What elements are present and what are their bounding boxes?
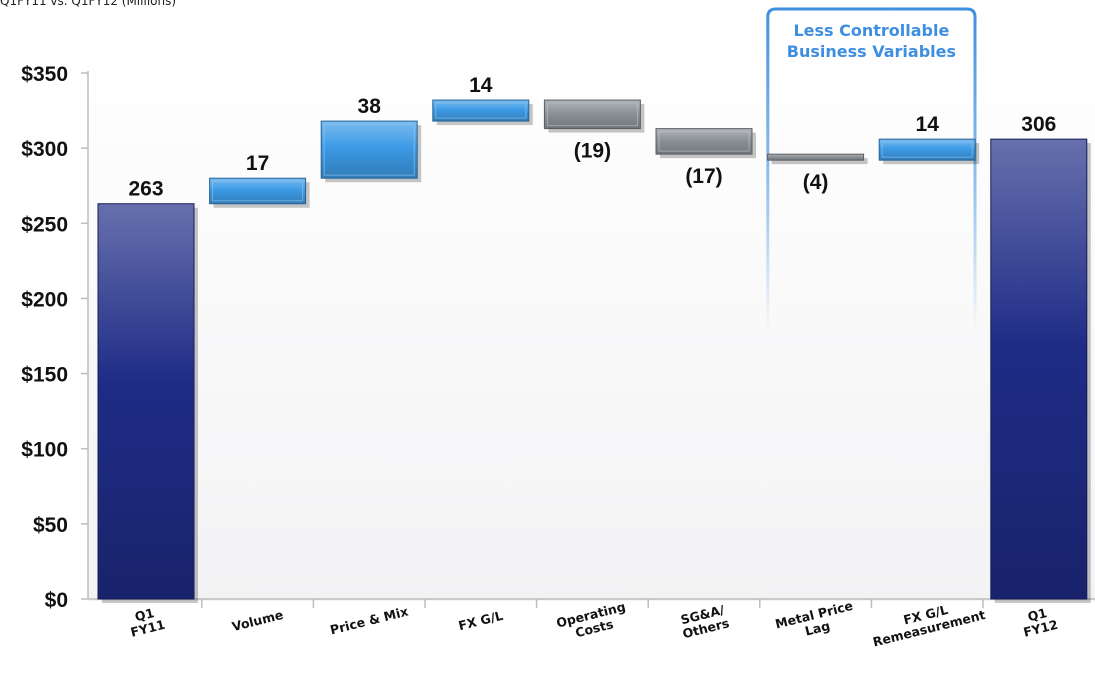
category-label-7: FX G/LRemeasurement	[868, 593, 987, 649]
bar-body	[320, 120, 418, 179]
bar-4	[543, 99, 645, 133]
annotation-text-line: Less Controllable	[793, 21, 949, 40]
y-tick-label: $0	[45, 589, 68, 612]
y-tick-label: $100	[21, 439, 68, 462]
data-label-1: 17	[246, 152, 269, 175]
bar-body	[209, 177, 307, 205]
y-tick-label: $150	[21, 364, 68, 387]
data-label-2: 38	[358, 95, 382, 118]
bar-body	[432, 99, 530, 122]
y-tick-label: $300	[21, 138, 68, 161]
y-tick-label: $200	[21, 288, 68, 311]
bar-body	[767, 153, 865, 161]
bar-6	[767, 153, 868, 165]
bar-5	[655, 128, 756, 159]
data-label-3: 14	[469, 74, 493, 97]
bar-2	[320, 120, 422, 183]
y-tick-label: $350	[21, 63, 68, 86]
bar-bevel	[212, 180, 304, 202]
data-label-5: (17)	[685, 165, 722, 188]
category-label-6: Metal PriceLag	[774, 598, 858, 645]
bar-body	[990, 138, 1088, 600]
bar-0	[97, 203, 198, 603]
category-label-8: Q1FY12	[1018, 603, 1059, 640]
data-label-6: (4)	[803, 171, 829, 194]
data-label-7: 14	[916, 113, 940, 136]
bar-body	[543, 99, 641, 130]
bar-bevel	[323, 123, 415, 176]
data-label-0: 263	[128, 178, 163, 201]
category-label-5: SG&A/Others	[678, 602, 731, 642]
category-label-1: Volume	[230, 607, 284, 634]
bar-3	[432, 99, 533, 126]
bar-body	[97, 203, 195, 600]
bar-body	[655, 128, 753, 155]
y-tick-label: $50	[33, 514, 68, 537]
bar-1	[209, 177, 310, 208]
bar-8	[990, 138, 1091, 603]
y-tick-label: $250	[21, 213, 68, 236]
bar-bevel	[435, 102, 527, 119]
category-label-2: Price & Mix	[329, 604, 410, 638]
category-label-4: OperatingCosts	[555, 599, 631, 644]
data-label-8: 306	[1021, 113, 1056, 136]
annotation-text-line: Business Variables	[787, 42, 956, 61]
annotation-bracket	[766, 7, 977, 330]
bar-7	[878, 138, 980, 165]
category-label-0: Q1FY11	[126, 603, 167, 640]
bar-bevel	[658, 131, 750, 152]
bar-bevel	[546, 102, 638, 127]
chart-subtitle: Q1FY11 vs. Q1FY12 (Millions)	[0, 0, 177, 8]
bar-body	[878, 138, 976, 161]
bar-bevel	[881, 141, 973, 158]
bar-shadow	[771, 158, 868, 165]
category-label-3: FX G/L	[457, 608, 505, 634]
data-label-4: (19)	[574, 140, 611, 163]
